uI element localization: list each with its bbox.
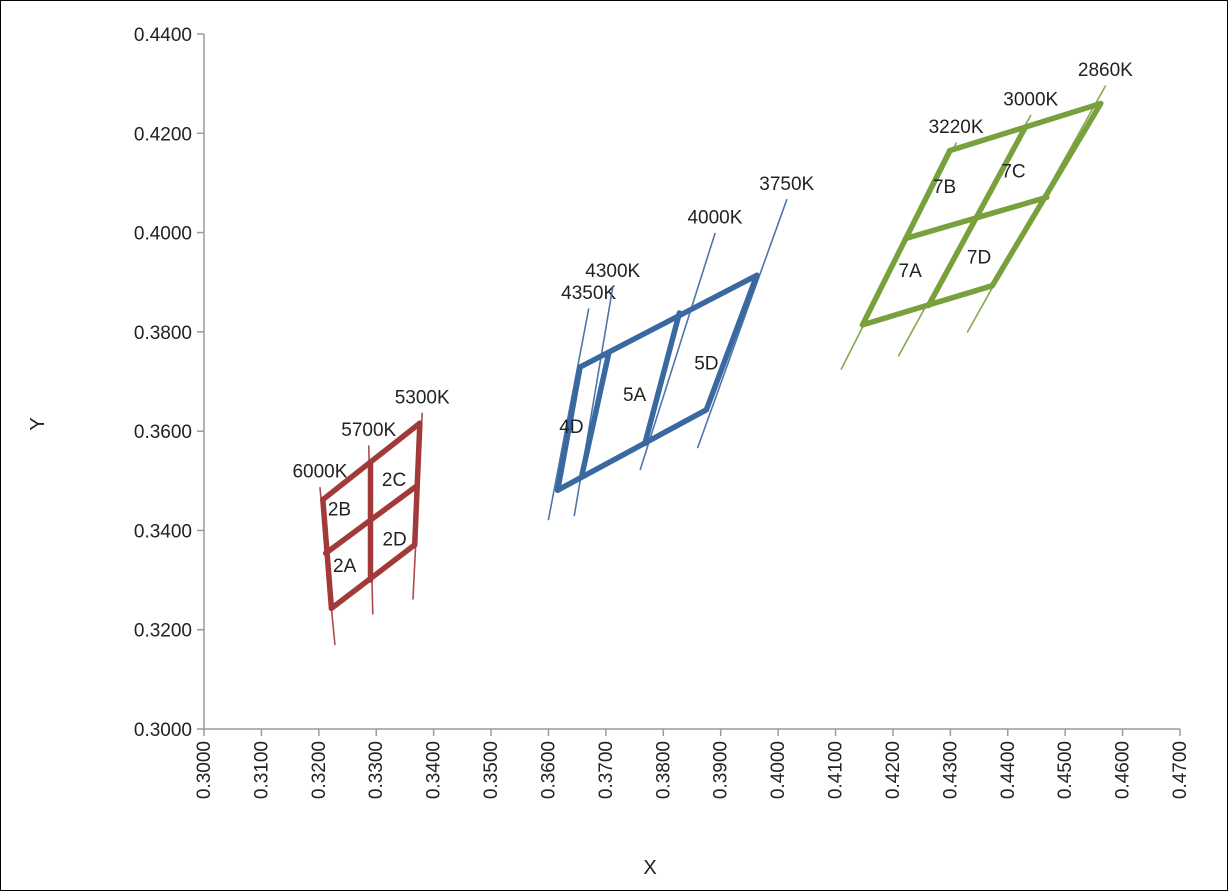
- cct-label: 3220K: [929, 117, 984, 138]
- isotherm-line: [573, 286, 614, 517]
- bin-group: 3220K 3000K 2860K 7A 7B 7C 7D: [840, 60, 1133, 370]
- cct-label: 5700K: [341, 420, 396, 441]
- bin-label: 7B: [933, 177, 956, 198]
- isotherm-line: [547, 308, 590, 521]
- cct-label: 6000K: [292, 462, 347, 483]
- x-tick-label: 0.3900: [711, 741, 732, 799]
- bin-boundary: [554, 364, 583, 493]
- axes: X Y: [27, 34, 1180, 879]
- x-tick-label: 0.4300: [940, 741, 961, 799]
- bin-boundary: [925, 124, 1029, 309]
- bin-boundary: [411, 420, 423, 548]
- bin-boundary: [642, 310, 683, 447]
- y-tick-label: 0.3800: [134, 323, 192, 344]
- bin-label: 5D: [694, 354, 718, 375]
- x-tick-label: 0.4500: [1055, 741, 1076, 799]
- cct-label: 3000K: [1003, 89, 1058, 110]
- bin-label: 5A: [623, 385, 647, 406]
- bin-boundary: [859, 147, 953, 328]
- cct-label: 2860K: [1078, 60, 1133, 81]
- x-tick-label: 0.4400: [998, 741, 1019, 799]
- x-tick-label: 0.3400: [424, 741, 445, 799]
- x-tick-label: 0.3200: [309, 741, 330, 799]
- isotherm-line: [696, 199, 788, 449]
- cct-label: 4350K: [561, 283, 616, 304]
- x-tick-label: 0.3700: [596, 741, 617, 799]
- isotherm-line: [639, 232, 716, 471]
- x-tick-label: 0.3300: [366, 741, 387, 799]
- cct-label: 5300K: [395, 387, 450, 408]
- bin-label: 2B: [328, 500, 351, 521]
- bin-label: 4D: [559, 417, 583, 438]
- bin-label: 7D: [967, 247, 991, 268]
- bin-group: 6000K 5700K 5300K 2A 2B 2C 2D: [292, 387, 450, 646]
- x-tick-label: 0.3500: [481, 741, 502, 799]
- x-tick-label: 0.3600: [538, 741, 559, 799]
- bin-label: 2A: [333, 556, 357, 577]
- bin-boundary: [989, 100, 1104, 289]
- y-tick-label: 0.3200: [134, 621, 192, 642]
- y-tick-label: 0.3000: [134, 720, 192, 741]
- x-tick-label: 0.4600: [1113, 741, 1134, 799]
- y-tick-label: 0.3600: [134, 422, 192, 443]
- cct-label: 4000K: [687, 208, 742, 229]
- x-tick-label: 0.3000: [194, 741, 215, 799]
- cct-label: 4300K: [585, 261, 640, 282]
- bin-label: 2C: [382, 470, 406, 491]
- axis-ticks: 0.3000 0.3200 0.3400 0.3600 0.3800 0.4000 0.42…: [134, 25, 1191, 799]
- x-tick-label: 0.4200: [883, 741, 904, 799]
- bin-label: 2D: [382, 529, 406, 550]
- bin-boundary: [703, 272, 760, 413]
- cct-label: 3750K: [759, 174, 814, 195]
- y-tick-label: 0.3400: [134, 521, 192, 542]
- y-tick-label: 0.4400: [134, 25, 192, 46]
- bin-label: 7A: [899, 261, 923, 282]
- x-tick-label: 0.4000: [768, 741, 789, 799]
- y-tick-label: 0.4000: [134, 224, 192, 245]
- bin-label: 7C: [1001, 162, 1025, 183]
- y-tick-label: 0.4200: [134, 124, 192, 145]
- bin-boundary: [320, 496, 335, 612]
- x-tick-label: 0.3100: [251, 741, 272, 799]
- x-tick-label: 0.4100: [826, 741, 847, 799]
- x-tick-label: 0.4700: [1170, 741, 1191, 799]
- x-axis-title: X: [643, 857, 656, 879]
- x-tick-label: 0.3800: [653, 741, 674, 799]
- bin-boundary: [579, 350, 612, 479]
- y-axis-title: Y: [27, 417, 49, 430]
